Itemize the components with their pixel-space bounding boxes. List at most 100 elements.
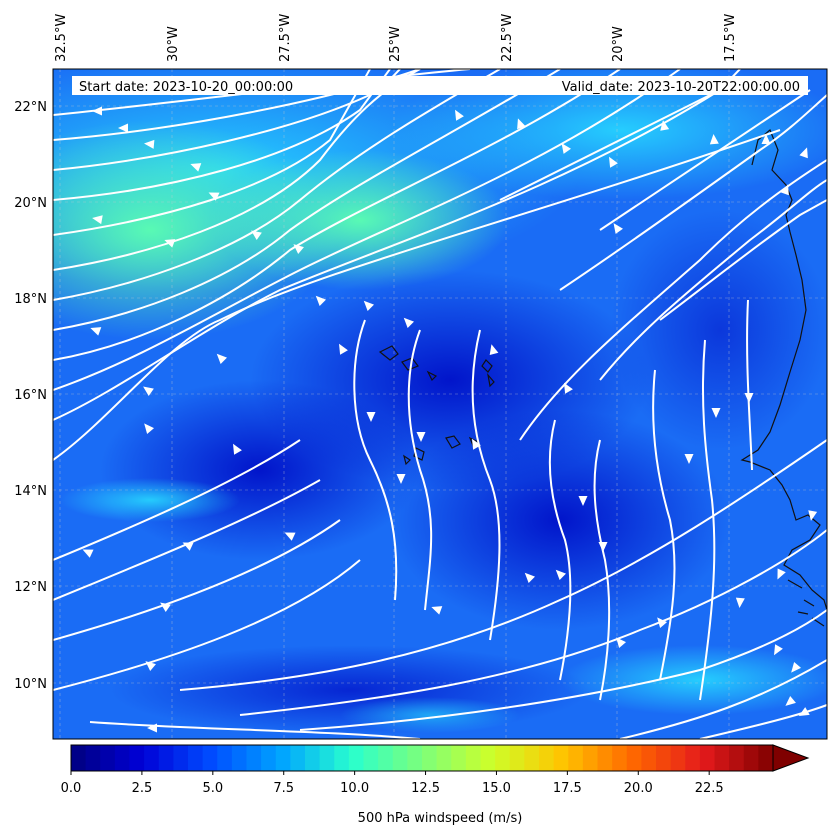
colorbar-cell xyxy=(188,745,204,771)
colorbar-cell xyxy=(100,745,116,771)
longitude-labels: 32.5°W 30°W 27.5°W 25°W 22.5°W 20°W 17.5°W xyxy=(54,14,738,62)
streamline xyxy=(53,69,371,236)
streamline-arrow xyxy=(431,606,443,615)
streamline-arrow xyxy=(160,602,171,612)
streamline-arrow xyxy=(799,147,808,159)
streamline xyxy=(599,89,811,231)
streamline-arrow xyxy=(777,568,786,580)
streamline-arrow xyxy=(609,156,618,168)
latitude-label: 20°N xyxy=(14,196,47,211)
map-frame xyxy=(52,68,828,740)
streamline xyxy=(53,519,341,641)
streamline-arrow xyxy=(396,474,406,484)
streamline-arrow xyxy=(709,134,719,145)
colorbar-tick-label: 15.0 xyxy=(482,781,511,796)
colorbar-cell xyxy=(85,745,101,771)
streamline xyxy=(89,721,421,739)
colorbar-cell xyxy=(173,745,189,771)
patch-se xyxy=(560,645,827,715)
streamline-arrow xyxy=(284,532,296,541)
streamline xyxy=(353,319,398,601)
colorbar-cell xyxy=(275,745,291,771)
streamline xyxy=(53,69,421,271)
colorbar-ticks: 0.0 2.5 5.0 7.5 10.0 12.5 15.0 17.5 20.0 22.5 xyxy=(61,771,724,796)
streamline-arrow xyxy=(92,106,102,116)
colorbar-cell xyxy=(348,745,365,771)
streamline xyxy=(53,559,361,691)
streamline-arrow xyxy=(657,617,668,628)
colorbar-cell xyxy=(714,745,730,771)
streamline xyxy=(548,419,572,681)
streamline xyxy=(53,69,681,391)
streamline xyxy=(179,439,827,691)
longitude-label: 32.5°W xyxy=(54,14,69,62)
streamline-arrow xyxy=(564,382,573,394)
colorbar-cell xyxy=(407,745,423,771)
colorbar-cell xyxy=(670,745,686,771)
cape-verde-north-islands xyxy=(378,345,495,388)
streamline-arrow xyxy=(293,244,304,255)
colorbar-cell xyxy=(231,745,248,771)
colorbar-cell xyxy=(422,745,438,771)
colorbar-tick-label: 2.5 xyxy=(132,781,153,796)
streamline xyxy=(53,69,741,421)
colorbar-cell xyxy=(568,745,584,771)
colorbar-cell xyxy=(246,745,262,771)
streamline xyxy=(659,199,827,321)
colorbar-cell xyxy=(261,745,277,771)
streamline-arrow xyxy=(561,143,571,154)
streamline-arrow xyxy=(761,134,771,144)
streamline xyxy=(53,439,301,561)
colorbar-cell xyxy=(202,745,218,771)
streamline-arrow xyxy=(744,393,754,403)
latitude-label: 10°N xyxy=(14,677,47,692)
streamline xyxy=(53,479,321,601)
streamline-arrow xyxy=(118,123,128,133)
colorbar-cell xyxy=(582,745,599,771)
streamline-arrow xyxy=(616,637,627,648)
patch-s xyxy=(340,697,520,733)
start-date-label: Start date: 2023-10-20_00:00:00 xyxy=(79,80,293,95)
valid-date-label: Valid_date: 2023-10-20T22:00:00.00 xyxy=(562,80,800,95)
colorbar-tick-label: 0.0 xyxy=(61,781,82,796)
colorbar-cell xyxy=(509,745,525,771)
streamline-arrow xyxy=(808,510,818,521)
streamline-arrow xyxy=(660,120,670,131)
streamline-arrow xyxy=(363,300,375,312)
streamline-arrow xyxy=(90,327,102,336)
header-box xyxy=(72,76,808,95)
streamline xyxy=(746,299,753,471)
colorbar-cell xyxy=(465,745,482,771)
streamline xyxy=(499,89,721,201)
colorbar: 0.0 2.5 5.0 7.5 10.0 12.5 15.0 17.5 20.0 22.5 500… xyxy=(61,744,810,826)
streamline-arrow xyxy=(147,723,157,733)
colorbar-cells xyxy=(71,745,774,771)
colorbar-cell xyxy=(729,745,745,771)
colorbar-cell xyxy=(436,745,452,771)
calm-west xyxy=(100,380,420,560)
colorbar-cell xyxy=(217,745,233,771)
streamline-arrow xyxy=(208,192,220,201)
streamline-arrow xyxy=(339,343,348,355)
streamline-arrow xyxy=(517,118,526,130)
colorbar-cell xyxy=(699,745,716,771)
colorbar-cell xyxy=(495,745,511,771)
streamline-arrow xyxy=(366,412,376,422)
longitude-label: 22.5°W xyxy=(500,14,515,62)
streamline-arrow xyxy=(190,163,202,172)
calm-east xyxy=(610,210,827,450)
streamline-arrow xyxy=(145,661,156,672)
colorbar-tick-label: 12.5 xyxy=(411,781,440,796)
latitude-label: 22°N xyxy=(14,100,47,115)
longitude-label: 25°W xyxy=(388,26,403,62)
cape-verde-south-islands xyxy=(403,435,479,466)
streamline-arrow xyxy=(555,569,567,581)
streamline-arrow xyxy=(315,295,327,307)
colorbar-tick-label: 17.5 xyxy=(553,781,582,796)
streamline-arrow xyxy=(416,432,426,442)
streamline xyxy=(519,159,827,441)
windspeed-field xyxy=(53,69,827,739)
streamline-arrow xyxy=(798,707,810,716)
streamline-arrow xyxy=(144,423,155,434)
streamline-arrow xyxy=(251,230,262,240)
